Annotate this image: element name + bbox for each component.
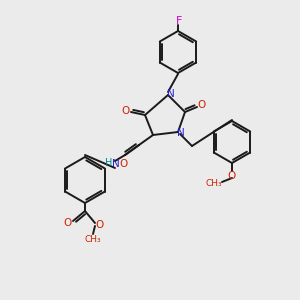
Text: N: N: [112, 159, 120, 169]
Text: CH₃: CH₃: [206, 178, 222, 188]
Text: O: O: [122, 106, 130, 116]
Text: O: O: [64, 218, 72, 228]
Text: O: O: [120, 159, 128, 169]
Text: CH₃: CH₃: [85, 236, 101, 244]
Text: F: F: [176, 16, 182, 26]
Text: O: O: [228, 171, 236, 181]
Text: O: O: [198, 100, 206, 110]
Text: H: H: [105, 158, 113, 168]
Text: O: O: [96, 220, 104, 230]
Text: N: N: [167, 89, 175, 99]
Text: N: N: [177, 128, 185, 138]
